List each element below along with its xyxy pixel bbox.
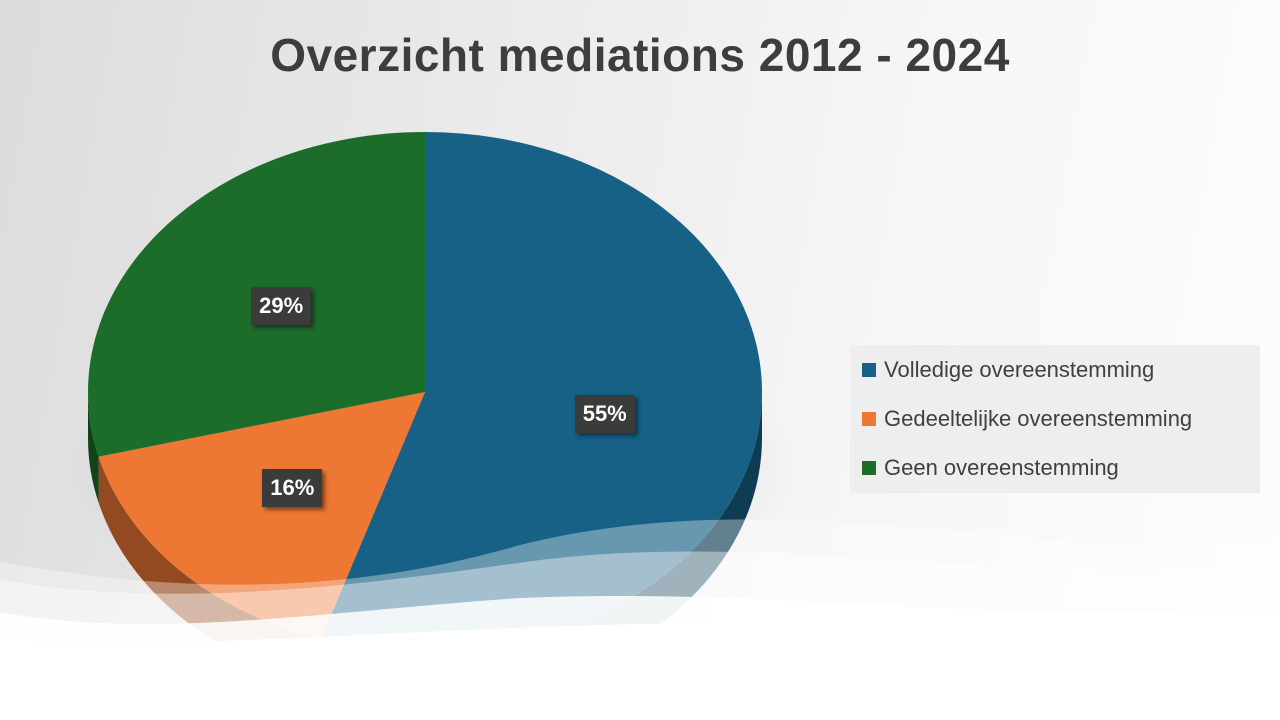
pie-slice-gedeeltelijke: [98, 392, 426, 640]
legend-label: Volledige overeenstemming: [884, 357, 1155, 382]
legend: Volledige overeenstemming Gedeeltelijke …: [850, 345, 1260, 493]
legend-swatch: [862, 412, 876, 426]
data-label-gedeeltelijke: 16%: [262, 469, 323, 508]
wave-base: [0, 623, 1280, 720]
pie-slice-volledige: [320, 132, 762, 653]
legend-item-volledige: Volledige overeenstemming: [862, 357, 1154, 383]
legend-swatch: [862, 461, 876, 475]
data-label-geen: 29%: [251, 286, 312, 325]
legend-swatch: [862, 363, 876, 377]
pie-side-geen: [88, 392, 99, 503]
chart-title: Overzicht mediations 2012 - 2024: [270, 29, 1010, 81]
legend-item-geen: Geen overeenstemming: [862, 455, 1119, 481]
legend-label: Gedeeltelijke overeenstemming: [884, 406, 1193, 431]
legend-label: Geen overeenstemming: [884, 455, 1119, 480]
data-label-volledige: 55%: [574, 394, 635, 433]
legend-item-gedeeltelijke: Gedeeltelijke overeenstemming: [862, 406, 1192, 432]
